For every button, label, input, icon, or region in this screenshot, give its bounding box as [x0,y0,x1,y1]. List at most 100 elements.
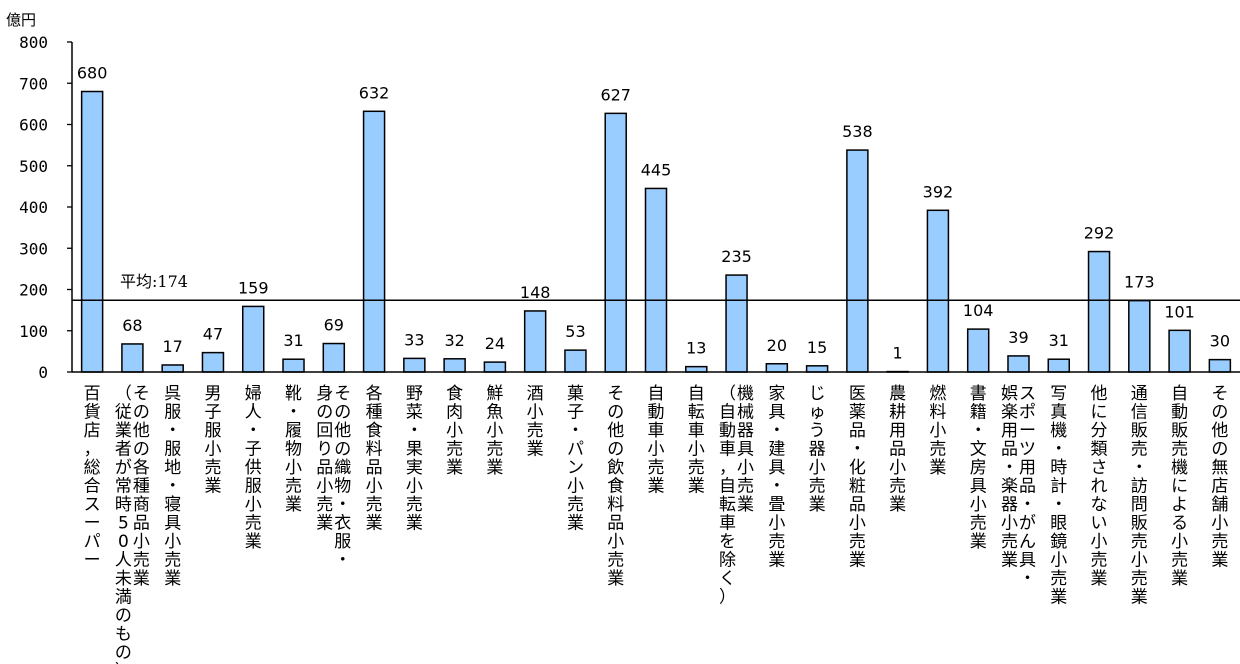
category-label: その他の織物・衣服・身の回り品小売業 [316,384,351,571]
axes [71,42,1240,373]
category-label-line: 野菜・果実小売業 [406,384,423,534]
bar-value-label: 68 [122,316,142,335]
category-label-line: その他の無店舗小売業 [1211,384,1228,571]
category-label: その他の無店舗小売業 [1211,384,1228,571]
bar [80,90,104,373]
y-tick-label: 300 [19,239,48,258]
category-label-line: 農耕用品小売業 [889,384,906,515]
category-label: 菓子・パン小売業 [567,384,584,534]
category-label-line: 婦人・子供服小売業 [245,384,262,552]
bar-value-label: 445 [641,160,672,179]
bar-value-label: 17 [163,337,183,356]
bar [241,305,265,373]
category-label-line: その他の織物・衣服・ [334,384,351,571]
category-label-line: （自動車，自転車を除く） [719,384,736,608]
category-label-line: 鮮魚小売業 [486,384,503,478]
average-line-group: 平均:174 [72,272,1240,301]
bar-value-label: 173 [1124,273,1155,292]
category-label: 書籍・文房具小売業 [970,384,987,552]
bar-value-label: 627 [600,85,631,104]
category-label-line: 各種食料品小売業 [366,384,383,534]
bar-value-label: 31 [1049,331,1069,350]
bar-value-label: 53 [565,322,585,341]
category-label: 男子服小売業 [204,384,221,497]
y-tick-label: 200 [19,281,48,300]
category-label: 食肉小売業 [446,384,463,478]
bar-value-label: 32 [444,331,464,350]
bar-value-label: 101 [1164,302,1195,321]
bar-value-label: 24 [485,334,505,353]
bar [1087,250,1111,373]
bar [846,149,869,373]
category-label-line: スポーツ用品・がん具・ [1019,384,1036,589]
category-label: その他の飲食料品小売業 [607,384,624,589]
category-label-line: 酒小売業 [527,384,544,460]
category-label-line: 他に分類されない小売業 [1091,384,1108,589]
category-label: 他に分類されない小売業 [1091,384,1108,589]
bar [765,363,789,373]
category-label: 医薬品・化粧品小売業 [849,384,866,571]
bar [1208,358,1232,373]
category-label: 燃料小売業 [929,384,946,478]
bar [523,310,547,373]
y-tick-label: 500 [19,157,48,176]
category-label: 通信販売・訪問販売小売業 [1131,384,1148,608]
category-label: 鮮魚小売業 [486,384,503,478]
bar-value-label: 13 [686,339,706,358]
bar [1128,299,1151,373]
category-label: 農耕用品小売業 [889,384,906,515]
category-label: 婦人・子供服小売業 [245,384,262,552]
bar [322,342,346,373]
category-label: 野菜・果実小売業 [406,384,423,534]
bar-value-label: 39 [1008,328,1028,347]
bar-value-label: 392 [923,182,954,201]
bar [1168,329,1191,373]
bars-group: 680 68 17 47 159 31 69 632 33 32 24 148 53 627 445 13 23… [77,64,1232,373]
bar [725,274,748,373]
y-tick-label: 0 [38,363,48,382]
bar-value-label: 538 [842,122,873,141]
category-label-line: 自転車小売業 [688,384,705,497]
bar [362,110,386,373]
bar-value-label: 104 [963,301,994,320]
bar [403,357,426,373]
category-label-line: 男子服小売業 [204,384,221,497]
category-label-line: 通信販売・訪問販売小売業 [1131,384,1148,608]
bar-value-label: 47 [203,325,223,344]
category-labels: 百貨店，総合スーパーその他の各種商品小売業（従業者が常時50人未満のもの）呉服・… [84,384,1229,664]
bar [1047,358,1071,373]
y-tick-label: 100 [19,322,48,341]
bar-value-label: 15 [807,338,827,357]
y-axis: 0 100 200 300 400 500 600 700 800 [19,33,72,382]
category-label: 酒小売業 [527,384,544,460]
bar [966,328,990,373]
category-label: じゅう器小売業 [809,384,826,515]
y-tick-label: 800 [19,33,48,52]
category-label-line: 家具・建具・畳小売業 [768,384,785,571]
category-label: 百貨店，総合スーパー [84,384,101,571]
bar [685,365,708,373]
bar-value-label: 680 [77,64,108,83]
bar-value-label: 69 [324,316,344,335]
bar [161,364,184,373]
category-label-line: 呉服・服地・寝具小売業 [164,384,181,589]
bar [564,349,587,373]
category-label-line: その他の飲食料品小売業 [607,384,624,589]
bar-value-label: 20 [767,336,787,355]
y-tick-label: 400 [19,198,48,217]
category-label-line: 食肉小売業 [446,384,463,478]
category-label: スポーツ用品・がん具・娯楽用品・楽器小売業 [1001,384,1036,589]
category-label-line: 自動車小売業 [648,384,665,497]
category-label-line: 写真機・時計・眼鏡小売業 [1050,384,1067,608]
bar-value-label: 292 [1084,224,1115,243]
category-label-line: 娯楽用品・楽器小売業 [1001,384,1018,571]
bar-value-label: 31 [283,331,303,350]
bar-value-label: 30 [1210,332,1230,351]
category-label-line: 燃料小売業 [929,384,946,478]
category-label-line: 自動販売機による小売業 [1171,384,1188,589]
category-label: 各種食料品小売業 [366,384,383,534]
category-label-line: じゅう器小売業 [809,384,826,515]
bar-value-label: 159 [238,278,269,297]
category-label-line: 百貨店，総合スーパー [84,384,101,571]
